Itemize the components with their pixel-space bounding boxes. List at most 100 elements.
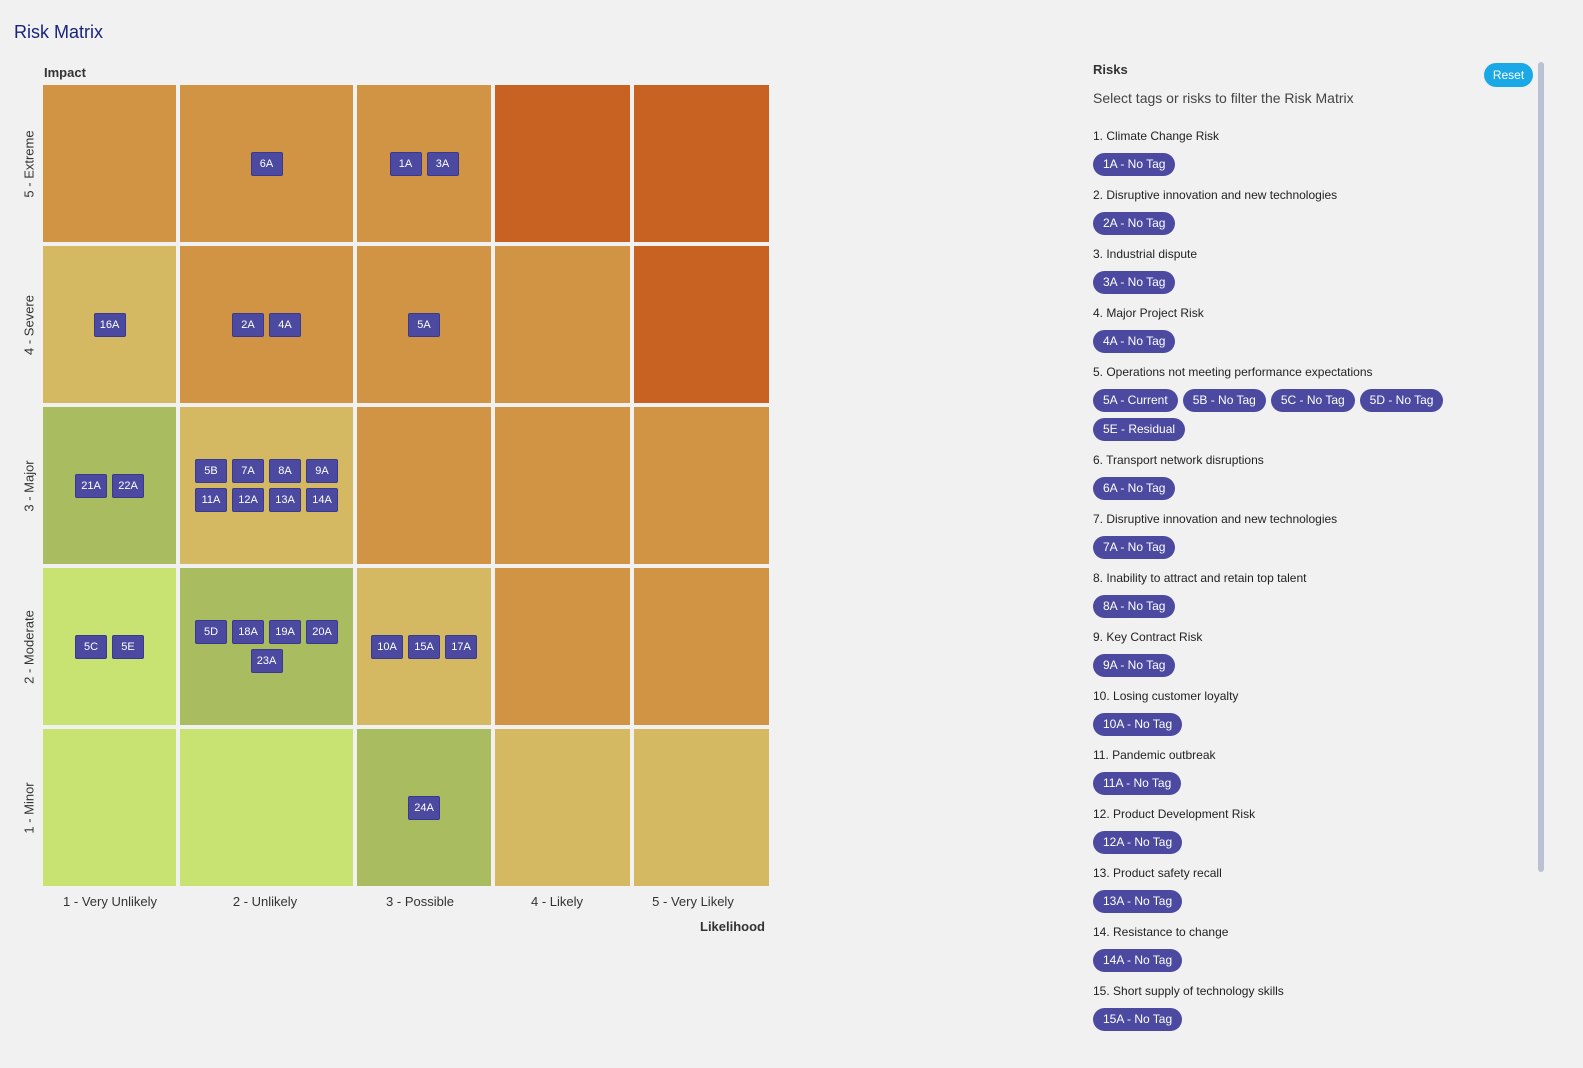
- matrix-cell[interactable]: [634, 407, 769, 564]
- risk-chip[interactable]: 4A: [269, 312, 301, 337]
- risk-name[interactable]: 10. Losing customer loyalty: [1093, 689, 1239, 703]
- risk-tag-pill[interactable]: 1A - No Tag: [1093, 153, 1176, 176]
- matrix-cell[interactable]: [495, 85, 630, 242]
- matrix-cell[interactable]: [180, 729, 353, 886]
- risk-name[interactable]: 5. Operations not meeting performance ex…: [1093, 365, 1373, 379]
- risk-tags: 12A - No Tag: [1093, 831, 1533, 854]
- risk-chip[interactable]: 8A: [269, 459, 301, 483]
- risk-tag-pill[interactable]: 5D - No Tag: [1359, 389, 1444, 412]
- risk-chip[interactable]: 21A: [75, 473, 107, 498]
- risk-name[interactable]: 7. Disruptive innovation and new technol…: [1093, 512, 1338, 526]
- risk-tags: 3A - No Tag: [1093, 271, 1533, 294]
- matrix-cell[interactable]: [495, 407, 630, 564]
- matrix-cell[interactable]: 5B 7A 8A 9A 11A 12A 13A 14A: [180, 407, 353, 564]
- risk-name[interactable]: 14. Resistance to change: [1093, 925, 1229, 939]
- page-title: Risk Matrix: [14, 22, 103, 42]
- risk-name[interactable]: 3. Industrial dispute: [1093, 247, 1198, 261]
- matrix-cell[interactable]: 5C 5E: [43, 568, 176, 725]
- risk-chip[interactable]: 14A: [306, 488, 338, 512]
- risk-tags: 5A - Current 5B - No Tag 5C - No Tag 5D - N…: [1093, 389, 1533, 441]
- risk-chip[interactable]: 5C: [75, 634, 107, 659]
- risk-tag-pill[interactable]: 5B - No Tag: [1182, 389, 1266, 412]
- matrix-cell[interactable]: [357, 407, 491, 564]
- risk-tags: 8A - No Tag: [1093, 595, 1533, 618]
- risk-name[interactable]: 9. Key Contract Risk: [1093, 630, 1203, 644]
- matrix-cell[interactable]: [495, 246, 630, 403]
- risk-tag-pill[interactable]: 10A - No Tag: [1093, 713, 1183, 736]
- risk-chip[interactable]: 5A: [408, 312, 440, 337]
- risk-chip[interactable]: 22A: [112, 473, 144, 498]
- matrix-cell[interactable]: [634, 568, 769, 725]
- risk-list-item: 3. Industrial dispute 3A - No Tag: [1093, 245, 1533, 294]
- matrix-cell[interactable]: [634, 85, 769, 242]
- risk-chip[interactable]: 15A: [408, 634, 440, 659]
- risk-tag-pill[interactable]: 13A - No Tag: [1093, 890, 1183, 913]
- risk-name[interactable]: 15. Short supply of technology skills: [1093, 984, 1284, 998]
- risk-name[interactable]: 8. Inability to attract and retain top t…: [1093, 571, 1307, 585]
- matrix-cell[interactable]: [43, 729, 176, 886]
- matrix-cell[interactable]: [495, 568, 630, 725]
- risk-list-item: 10. Losing customer loyalty 10A - No Tag: [1093, 687, 1533, 736]
- risk-name[interactable]: 6. Transport network disruptions: [1093, 453, 1264, 467]
- risk-name[interactable]: 1. Climate Change Risk: [1093, 129, 1220, 143]
- risk-tag-pill[interactable]: 7A - No Tag: [1093, 536, 1176, 559]
- matrix-cell[interactable]: 16A: [43, 246, 176, 403]
- risk-name[interactable]: 4. Major Project Risk: [1093, 306, 1204, 320]
- matrix-cell[interactable]: 21A 22A: [43, 407, 176, 564]
- risk-chip[interactable]: 9A: [306, 459, 338, 483]
- risk-chip[interactable]: 12A: [232, 488, 264, 512]
- risk-tags: 6A - No Tag: [1093, 477, 1533, 500]
- matrix-cell[interactable]: 10A 15A 17A: [357, 568, 491, 725]
- risk-chip[interactable]: 1A: [389, 151, 422, 176]
- matrix-cell[interactable]: 5D 18A 19A 20A 23A: [180, 568, 353, 725]
- risk-chip[interactable]: 16A: [93, 312, 126, 337]
- risk-chip[interactable]: 5B: [195, 459, 227, 483]
- matrix-cell[interactable]: 1A 3A: [357, 85, 491, 242]
- risk-chip[interactable]: 17A: [445, 634, 477, 659]
- risk-name[interactable]: 13. Product safety recall: [1093, 866, 1222, 880]
- risk-list-item: 11. Pandemic outbreak 11A - No Tag: [1093, 746, 1533, 795]
- risk-tag-pill[interactable]: 11A - No Tag: [1093, 772, 1182, 795]
- risk-chip[interactable]: 2A: [232, 312, 264, 337]
- risks-panel-scrollbar[interactable]: [1538, 62, 1544, 872]
- risk-chip[interactable]: 23A: [250, 649, 283, 673]
- matrix-cell[interactable]: 6A: [180, 85, 353, 242]
- risk-chip[interactable]: 19A: [269, 620, 301, 644]
- matrix-cell[interactable]: 24A: [357, 729, 491, 886]
- risk-tag-pill[interactable]: 5A - Current: [1093, 389, 1178, 412]
- risk-tag-pill[interactable]: 8A - No Tag: [1093, 595, 1176, 618]
- reset-button[interactable]: Reset: [1484, 63, 1533, 87]
- risk-tag-pill[interactable]: 5E - Residual: [1093, 418, 1186, 441]
- risk-chip[interactable]: 7A: [232, 459, 264, 483]
- risk-name[interactable]: 11. Pandemic outbreak: [1093, 748, 1216, 762]
- risk-tag-pill[interactable]: 9A - No Tag: [1093, 654, 1176, 677]
- risk-chip[interactable]: 5D: [195, 620, 227, 644]
- matrix-cell[interactable]: 5A: [357, 246, 491, 403]
- risk-chip[interactable]: 6A: [250, 151, 283, 176]
- risk-tag-pill[interactable]: 14A - No Tag: [1093, 949, 1183, 972]
- risk-chip[interactable]: 24A: [408, 795, 440, 820]
- matrix-cell[interactable]: [634, 246, 769, 403]
- matrix-cell[interactable]: [634, 729, 769, 886]
- risk-tag-pill[interactable]: 6A - No Tag: [1093, 477, 1176, 500]
- risk-tag-pill[interactable]: 4A - No Tag: [1093, 330, 1176, 353]
- risk-name[interactable]: 12. Product Development Risk: [1093, 807, 1256, 821]
- risk-tag-pill[interactable]: 5C - No Tag: [1270, 389, 1355, 412]
- risk-tag-pill[interactable]: 15A - No Tag: [1093, 1008, 1183, 1031]
- matrix-cell[interactable]: [495, 729, 630, 886]
- risk-chip[interactable]: 13A: [269, 488, 301, 512]
- risk-tag-pill[interactable]: 2A - No Tag: [1093, 212, 1176, 235]
- risk-chip[interactable]: 10A: [371, 634, 403, 659]
- risk-name[interactable]: 2. Disruptive innovation and new technol…: [1093, 188, 1338, 202]
- risk-chip[interactable]: 18A: [232, 620, 264, 644]
- risk-chip[interactable]: 5E: [112, 634, 144, 659]
- risk-list-item: 7. Disruptive innovation and new technol…: [1093, 510, 1533, 559]
- risk-tag-pill[interactable]: 3A - No Tag: [1093, 271, 1176, 294]
- risk-chip[interactable]: 20A: [306, 620, 338, 644]
- risk-chip[interactable]: 11A: [195, 488, 227, 512]
- risk-tags: 2A - No Tag: [1093, 212, 1533, 235]
- risk-chip[interactable]: 3A: [426, 151, 459, 176]
- matrix-cell[interactable]: [43, 85, 176, 242]
- risk-tag-pill[interactable]: 12A - No Tag: [1093, 831, 1183, 854]
- matrix-cell[interactable]: 2A 4A: [180, 246, 353, 403]
